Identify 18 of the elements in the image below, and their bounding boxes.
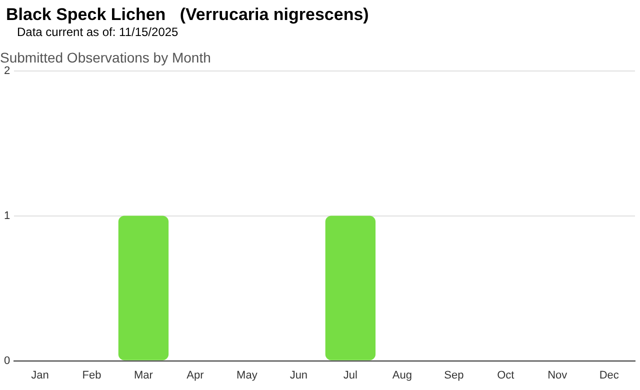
x-tick-label: May (236, 369, 258, 382)
y-tick-label: 1 (4, 210, 10, 222)
x-tick-label: Aug (392, 369, 412, 382)
chart-title: Black Speck Lichen (Verrucaria nigrescens) (6, 5, 369, 25)
x-tick-label: Dec (599, 369, 620, 382)
x-tick-label: Apr (186, 369, 204, 382)
text: Data current as of: 11/15/2025 (17, 25, 178, 39)
chart-subtitle: Submitted Observations by Month (0, 49, 211, 66)
x-tick-label: Nov (548, 369, 568, 382)
y-tick-label: 0 (4, 354, 10, 367)
x-tick-label: Sep (444, 369, 464, 382)
x-tick-label: Mar (134, 369, 154, 382)
x-tick-label: Feb (82, 369, 102, 382)
x-tick-label: Oct (497, 369, 514, 382)
x-tick-label: Jun (290, 369, 308, 382)
x-tick-label: Jul (343, 369, 358, 382)
y-tick-label: 2 (4, 64, 10, 77)
x-tick-label: Jan (31, 369, 49, 382)
